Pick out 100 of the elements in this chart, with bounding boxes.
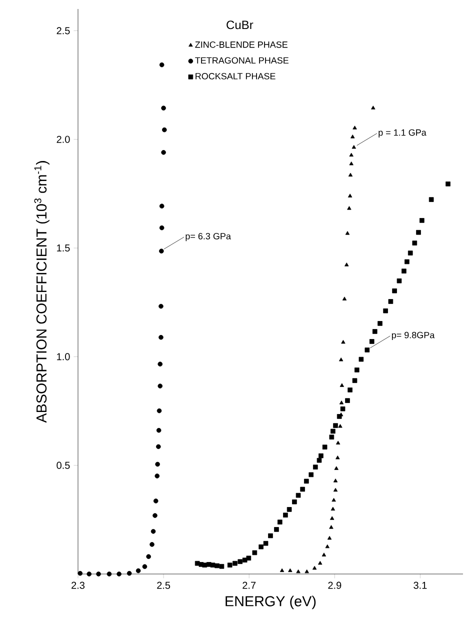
point: [340, 406, 346, 412]
point: [336, 440, 340, 444]
point: [106, 572, 112, 576]
point: [161, 150, 166, 155]
point: [232, 560, 238, 566]
point: [338, 358, 344, 362]
point: [347, 206, 352, 210]
point: [304, 478, 309, 484]
point: [348, 388, 352, 392]
x-tick-label: 2.9: [328, 582, 342, 589]
point: [388, 299, 394, 304]
point: [296, 492, 301, 498]
point: [159, 248, 164, 254]
x-tick-label: 2.5: [157, 582, 170, 589]
point: [446, 182, 450, 186]
point: [318, 453, 324, 458]
point: [210, 562, 216, 568]
point: [159, 204, 164, 208]
point: [116, 572, 122, 576]
point: [334, 466, 338, 470]
point: [342, 296, 347, 300]
point: [280, 568, 284, 572]
point: [428, 197, 434, 202]
point: [158, 362, 163, 366]
point: [146, 554, 151, 560]
point: [316, 458, 322, 463]
y-tick-label: 0.5: [56, 462, 70, 469]
y-tick-label: 2.0: [56, 136, 70, 143]
point: [268, 533, 273, 538]
point: [86, 572, 92, 576]
point: [349, 152, 354, 157]
point: [352, 145, 356, 149]
point: [412, 240, 418, 246]
point: [161, 106, 166, 110]
point: [348, 172, 353, 177]
point: [364, 348, 370, 352]
point: [258, 544, 264, 550]
y-tick-label: 2.5: [56, 27, 70, 34]
point: [345, 398, 350, 403]
point: [333, 478, 338, 482]
point: [152, 513, 158, 518]
point: [158, 334, 164, 340]
point: [345, 231, 350, 235]
point: [238, 559, 243, 564]
point: [142, 564, 148, 570]
y-tick-label: 1.5: [57, 244, 70, 252]
point: [330, 506, 336, 511]
point: [154, 474, 160, 478]
point: [333, 488, 338, 492]
y-axis-title: ABSORPTION COEFFICIENT (10$^{3}$ cm$^{-1}$): [34, 161, 50, 423]
point: [404, 259, 410, 264]
annotation: p= 6.3 GPa: [186, 232, 231, 242]
point: [340, 383, 344, 387]
text: CuBr: [226, 20, 254, 30]
annotation: p= 9.8GPa: [392, 332, 435, 340]
point: [358, 356, 364, 362]
point: [126, 570, 132, 576]
point: [378, 321, 382, 326]
point: [392, 288, 397, 294]
y-tick-label: 1.0: [57, 353, 70, 360]
point: [332, 498, 336, 502]
point: [325, 544, 330, 548]
point: [352, 378, 358, 383]
point: [349, 162, 354, 166]
point: [354, 368, 360, 372]
legend-label: TETRAGONAL PHASE: [195, 57, 289, 64]
point: [158, 384, 163, 388]
legend-label: ZINC-BLENDE PHASE: [195, 41, 288, 48]
point: [156, 408, 162, 414]
point: [202, 562, 208, 568]
point: [408, 250, 413, 256]
point: [312, 566, 317, 570]
point: [338, 424, 342, 428]
point: [300, 486, 305, 492]
point: [329, 525, 334, 529]
point: [252, 550, 258, 556]
point: [159, 225, 164, 230]
point: [263, 540, 268, 546]
point: [227, 562, 232, 568]
point: [348, 194, 352, 198]
point: [352, 126, 357, 130]
legend-label: ROCKSALT PHASE: [196, 73, 276, 80]
point: [304, 569, 309, 574]
point: [396, 278, 402, 284]
point: [333, 423, 338, 428]
point: [150, 529, 156, 534]
point: [156, 428, 162, 433]
point: [162, 127, 167, 132]
point: [372, 329, 378, 334]
x-tick-label: 2.3: [72, 582, 85, 589]
point: [383, 308, 388, 314]
point: [402, 268, 406, 274]
point: [318, 560, 322, 565]
x-tick-label: 3.1: [414, 582, 427, 589]
x-tick-label: 2.7: [242, 582, 256, 589]
point: [155, 462, 160, 467]
point: [296, 569, 300, 574]
point: [369, 339, 374, 344]
point: [283, 512, 288, 518]
point: [246, 556, 252, 561]
